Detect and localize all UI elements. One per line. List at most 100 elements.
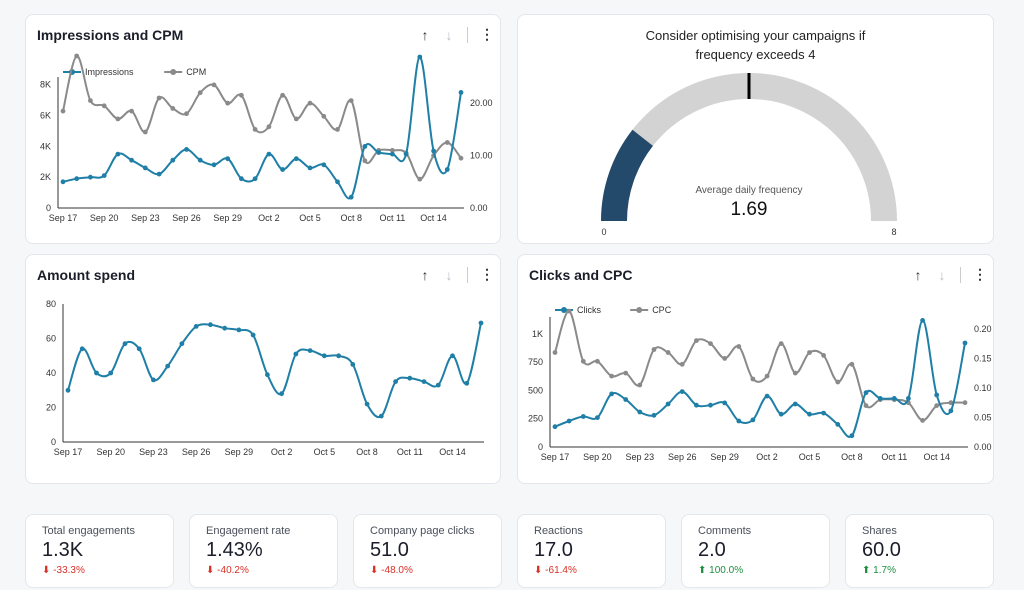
data-point bbox=[378, 413, 384, 419]
data-point bbox=[609, 391, 614, 397]
data-point bbox=[108, 370, 114, 376]
data-point bbox=[708, 402, 713, 408]
data-point bbox=[293, 116, 299, 122]
data-point bbox=[193, 324, 199, 329]
x-tick-label: Oct 11 bbox=[881, 452, 907, 462]
gauge-title-line2: frequency exceeds 4 bbox=[695, 47, 816, 62]
data-point bbox=[362, 144, 368, 149]
data-point bbox=[821, 353, 826, 358]
data-point bbox=[321, 113, 327, 119]
data-point bbox=[421, 379, 427, 384]
data-point bbox=[623, 397, 629, 402]
data-point bbox=[184, 147, 189, 152]
data-point bbox=[225, 100, 231, 106]
data-point bbox=[60, 179, 66, 185]
data-point bbox=[595, 415, 600, 420]
data-point bbox=[393, 379, 398, 384]
kpi-card-company-page-clicks: Company page clicks 51.0 ⬇ -48.0% bbox=[353, 514, 502, 588]
data-point bbox=[623, 370, 629, 376]
data-point bbox=[211, 82, 217, 88]
data-point bbox=[136, 346, 142, 352]
toolbar-divider bbox=[467, 26, 468, 43]
sort-ascending-icon[interactable]: ↑ bbox=[421, 266, 429, 283]
x-tick-label: Sep 20 bbox=[583, 452, 612, 462]
data-point bbox=[236, 327, 242, 333]
data-point bbox=[170, 106, 176, 111]
legend-marker bbox=[170, 69, 177, 75]
sort-descending-icon[interactable]: ↓ bbox=[445, 26, 453, 43]
data-point bbox=[252, 127, 258, 132]
kpi-card-shares: Shares 60.0 ⬆ 1.7% bbox=[845, 514, 994, 588]
y-tick-label: 0 bbox=[46, 203, 51, 213]
data-point bbox=[122, 341, 128, 347]
sort-descending-icon[interactable]: ↓ bbox=[445, 266, 453, 283]
y-tick-label: 40 bbox=[46, 368, 56, 378]
data-point bbox=[778, 341, 784, 346]
data-point bbox=[764, 393, 770, 399]
data-point bbox=[637, 409, 643, 415]
arrow-up-icon: ⬆ bbox=[862, 565, 871, 576]
y2-tick-label: 10.00 bbox=[470, 151, 493, 161]
kpi-delta-value: -40.2% bbox=[217, 565, 249, 576]
y-tick-label: 1K bbox=[532, 329, 543, 339]
y-tick-label: 500 bbox=[528, 385, 543, 395]
card-title: Amount spend bbox=[37, 267, 135, 283]
x-tick-label: Sep 17 bbox=[49, 213, 78, 223]
kpi-delta: ⬆ 100.0% bbox=[698, 565, 743, 576]
data-point bbox=[552, 350, 558, 355]
y-tick-label: 250 bbox=[528, 414, 543, 424]
frequency-gauge: Average daily frequency 1.69 0 8 bbox=[601, 73, 897, 237]
data-point bbox=[307, 348, 313, 353]
data-point bbox=[266, 124, 272, 130]
legend-label: CPM bbox=[186, 67, 206, 77]
impressions-cpm-card: Impressions and CPM ↑ ↓ ⋮ Sep 17 Sep 20 Se… bbox=[25, 14, 501, 244]
data-point bbox=[431, 148, 436, 154]
data-point bbox=[736, 418, 742, 424]
amount-spend-card: Amount spend ↑ ↓ ⋮ Sep 17 Sep 20 Sep 23 Sep… bbox=[25, 254, 501, 484]
sort-descending-icon[interactable]: ↓ bbox=[938, 266, 946, 283]
data-point bbox=[348, 98, 354, 103]
data-point bbox=[417, 54, 423, 60]
data-point bbox=[962, 340, 968, 346]
data-point bbox=[792, 370, 798, 376]
sort-ascending-icon[interactable]: ↑ bbox=[914, 266, 922, 283]
x-tick-label: Oct 8 bbox=[340, 213, 362, 223]
data-point bbox=[821, 410, 826, 416]
data-point bbox=[934, 403, 940, 408]
gauge-value-arc bbox=[601, 129, 654, 222]
x-tick-label: Sep 17 bbox=[541, 452, 570, 462]
data-point bbox=[335, 127, 340, 132]
y2-tick-label: 20.00 bbox=[470, 98, 493, 108]
y-tick-label: 4K bbox=[40, 141, 51, 151]
sort-ascending-icon[interactable]: ↑ bbox=[421, 26, 429, 43]
data-point bbox=[694, 402, 699, 408]
x-tick-label: Oct 2 bbox=[271, 447, 293, 457]
data-point bbox=[444, 140, 450, 145]
y-tick-label: 2K bbox=[40, 172, 51, 182]
data-point bbox=[293, 156, 299, 162]
card-title: Impressions and CPM bbox=[37, 27, 184, 43]
y2-tick-label: 0.00 bbox=[974, 442, 992, 452]
toolbar-divider bbox=[467, 266, 468, 283]
arrow-down-icon: ⬇ bbox=[370, 565, 379, 576]
gauge-value: 1.69 bbox=[731, 199, 768, 220]
data-point bbox=[962, 400, 968, 406]
kpi-delta-value: -48.0% bbox=[381, 565, 413, 576]
data-point bbox=[390, 151, 395, 157]
y-tick-label: 6K bbox=[40, 111, 51, 121]
data-point bbox=[250, 332, 256, 338]
data-point bbox=[307, 165, 313, 171]
x-tick-label: Sep 26 bbox=[668, 452, 697, 462]
x-tick-label: Sep 23 bbox=[139, 447, 168, 457]
data-point bbox=[252, 176, 258, 182]
series-line-amount-spend bbox=[67, 322, 482, 419]
gauge-max-label: 8 bbox=[891, 227, 896, 237]
data-point bbox=[101, 173, 107, 179]
data-point bbox=[142, 129, 148, 135]
data-point bbox=[88, 98, 93, 103]
data-point bbox=[708, 341, 713, 346]
legend-label: CPC bbox=[652, 305, 672, 315]
kpi-label: Company page clicks bbox=[370, 525, 475, 537]
kpi-value: 51.0 bbox=[370, 539, 409, 561]
x-tick-label: Oct 11 bbox=[379, 213, 405, 223]
